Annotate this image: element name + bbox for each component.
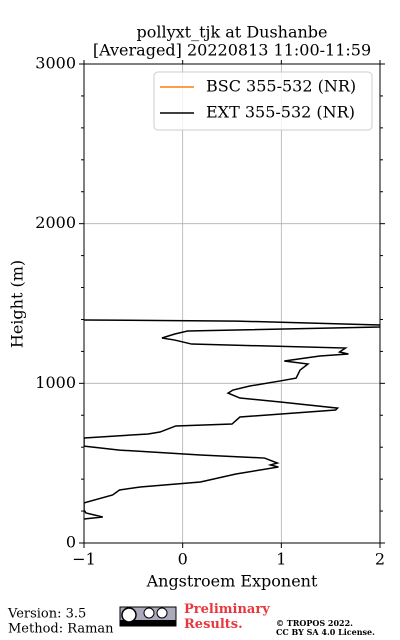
version: Version: 3.5 xyxy=(7,607,86,622)
chart-subtitle: [Averaged] 20220813 11:00-11:59 xyxy=(93,41,371,60)
x-axis-label: Angstroem Exponent xyxy=(146,572,318,591)
legend-label: EXT 355-532 (NR) xyxy=(206,103,355,122)
legend-box xyxy=(153,71,373,131)
x-tick-label: 0 xyxy=(178,550,188,569)
y-tick-label: 3000 xyxy=(35,54,76,73)
legend-label: BSC 355-532 (NR) xyxy=(206,77,356,96)
copyright-1: © TROPOS 2022. xyxy=(276,618,353,628)
status-line-1: Preliminary Results. xyxy=(184,602,270,632)
y-tick-label: 0 xyxy=(66,533,76,552)
cc-logo xyxy=(119,606,177,627)
x-tick-label: −1 xyxy=(72,550,96,569)
y-tick-label: 2000 xyxy=(35,213,76,232)
copyright-2: CC BY SA 4.0 License. xyxy=(276,627,375,637)
chart-title: pollyxt_tjk at Dushanbe xyxy=(136,23,327,42)
y-axis-label: Height (m) xyxy=(8,260,27,348)
x-tick-label: 2 xyxy=(375,550,385,569)
y-tick-label: 1000 xyxy=(35,373,76,392)
x-tick-label: 1 xyxy=(276,550,286,569)
method: Method: Raman xyxy=(8,622,114,637)
profile-line xyxy=(84,319,380,520)
plot-frame xyxy=(83,63,381,544)
